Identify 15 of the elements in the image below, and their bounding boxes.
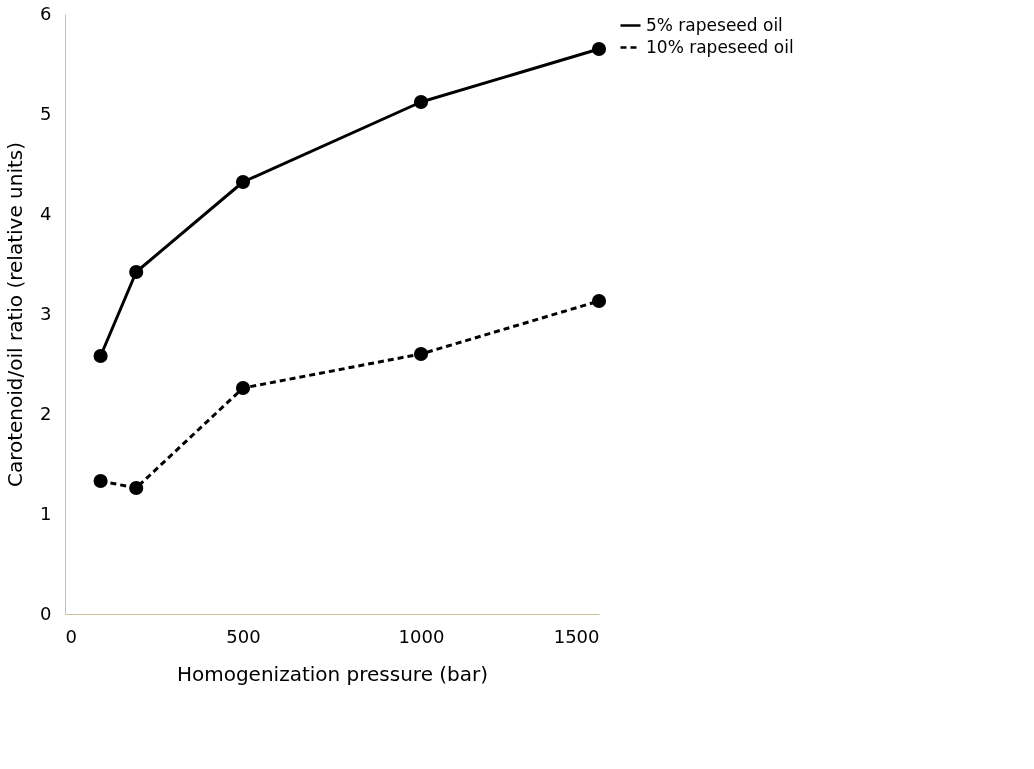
x-tick-label: 0 <box>65 625 77 647</box>
y-axis-title: Carotenoid/oil ratio (relative units) <box>3 141 28 488</box>
y-tick-label: 5 <box>40 102 52 124</box>
y-tick-label: 0 <box>40 602 52 624</box>
x-tick-label: 1500 <box>553 625 600 647</box>
y-tick-label: 4 <box>40 202 52 224</box>
x-tick-label: 500 <box>226 625 261 647</box>
x-tick-label: 1000 <box>398 625 445 647</box>
y-tick-label: 3 <box>40 302 52 324</box>
legend-label: 5% rapeseed oil <box>646 14 783 35</box>
legend-label: 10% rapeseed oil <box>646 36 794 57</box>
y-tick-label: 6 <box>40 2 52 24</box>
y-tick-label: 1 <box>40 502 52 524</box>
y-tick-label: 2 <box>40 402 52 424</box>
x-axis-title: Homogenization pressure (bar) <box>176 661 489 686</box>
